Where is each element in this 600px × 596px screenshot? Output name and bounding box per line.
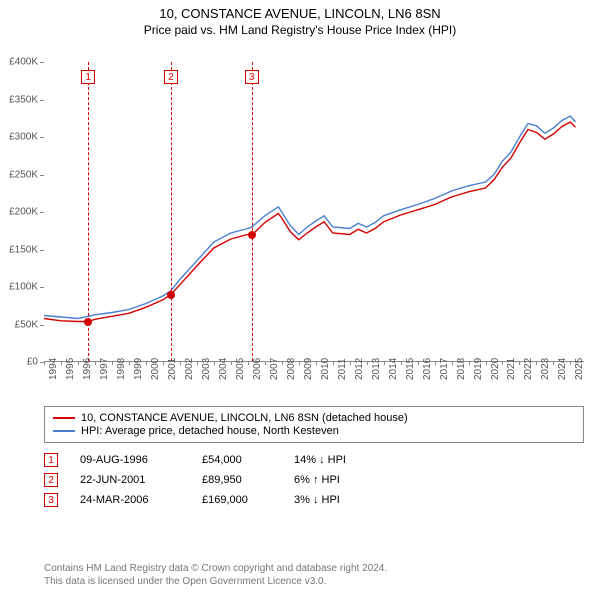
y-tick-label: £400K: [9, 57, 38, 68]
y-tick-label: £150K: [9, 244, 38, 255]
x-tick-label: 2021: [506, 358, 517, 380]
footer-line: This data is licensed under the Open Gov…: [44, 575, 387, 588]
x-tick-label: 2020: [490, 358, 501, 380]
x-tick-label: 2008: [286, 358, 297, 380]
event-row: 2 22-JUN-2001 £89,950 6% ↑ HPI: [44, 473, 584, 487]
x-tick-label: 2007: [269, 358, 280, 380]
x-tick-label: 1998: [116, 358, 127, 380]
legend-box: 10, CONSTANCE AVENUE, LINCOLN, LN6 8SN (…: [44, 406, 584, 443]
footer: Contains HM Land Registry data © Crown c…: [44, 562, 387, 588]
x-tick-label: 2006: [252, 358, 263, 380]
x-tick-label: 1999: [133, 358, 144, 380]
x-tick-label: 2004: [218, 358, 229, 380]
event-vline: [171, 62, 172, 361]
x-tick-label: 2022: [523, 358, 534, 380]
plot-lines: [44, 62, 584, 362]
x-tick-label: 2025: [574, 358, 585, 380]
x-tick-label: 2019: [473, 358, 484, 380]
event-row: 1 09-AUG-1996 £54,000 14% ↓ HPI: [44, 453, 584, 467]
event-date: 22-JUN-2001: [80, 474, 180, 486]
y-tick-label: £100K: [9, 282, 38, 293]
event-delta: 14% ↓ HPI: [294, 454, 384, 466]
series-line-property: [44, 122, 576, 322]
x-tick-label: 2024: [557, 358, 568, 380]
y-tick-label: £350K: [9, 94, 38, 105]
x-tick-label: 2023: [540, 358, 551, 380]
x-tick-label: 2013: [371, 358, 382, 380]
event-dot: [248, 231, 256, 239]
x-tick-label: 2000: [150, 358, 161, 380]
x-tick-label: 2010: [320, 358, 331, 380]
chart-subtitle: Price paid vs. HM Land Registry's House …: [0, 23, 600, 37]
legend-label: HPI: Average price, detached house, Nort…: [81, 425, 339, 437]
x-tick-label: 2017: [439, 358, 450, 380]
event-vline: [88, 62, 89, 361]
event-marker-box: 2: [164, 70, 178, 84]
legend-swatch: [53, 417, 75, 419]
chart-area: 123 £0£50K£100K£150K£200K£250K£300K£350K…: [44, 54, 584, 404]
footer-line: Contains HM Land Registry data © Crown c…: [44, 562, 387, 575]
event-delta: 3% ↓ HPI: [294, 494, 384, 506]
event-marker-box: 3: [245, 70, 259, 84]
legend-swatch: [53, 430, 75, 432]
x-tick-label: 2018: [456, 358, 467, 380]
legend-item-property: 10, CONSTANCE AVENUE, LINCOLN, LN6 8SN (…: [53, 412, 575, 424]
x-tick-label: 2014: [388, 358, 399, 380]
event-vline: [252, 62, 253, 361]
event-price: £89,950: [202, 474, 272, 486]
event-date: 09-AUG-1996: [80, 454, 180, 466]
event-delta: 6% ↑ HPI: [294, 474, 384, 486]
x-tick-label: 2015: [405, 358, 416, 380]
x-tick-label: 1997: [99, 358, 110, 380]
x-tick-label: 2005: [235, 358, 246, 380]
event-row: 3 24-MAR-2006 £169,000 3% ↓ HPI: [44, 493, 584, 507]
event-dot: [167, 291, 175, 299]
x-tick-label: 2016: [422, 358, 433, 380]
series-line-hpi: [44, 116, 576, 319]
y-tick-label: £50K: [15, 319, 38, 330]
event-number: 2: [44, 473, 58, 487]
y-tick-label: £200K: [9, 207, 38, 218]
event-price: £169,000: [202, 494, 272, 506]
x-tick-label: 2002: [184, 358, 195, 380]
events-table: 1 09-AUG-1996 £54,000 14% ↓ HPI 2 22-JUN-2001…: [44, 453, 584, 507]
y-tick-label: £0: [27, 357, 38, 368]
x-tick-label: 1995: [65, 358, 76, 380]
x-tick-label: 2003: [201, 358, 212, 380]
event-marker-box: 1: [81, 70, 95, 84]
legend-label: 10, CONSTANCE AVENUE, LINCOLN, LN6 8SN (…: [81, 412, 408, 424]
x-tick-label: 1994: [48, 358, 59, 380]
event-date: 24-MAR-2006: [80, 494, 180, 506]
plot-area: 1 2 3: [44, 62, 584, 362]
event-dot: [84, 318, 92, 326]
x-tick-label: 2001: [167, 358, 178, 380]
event-price: £54,000: [202, 454, 272, 466]
x-tick-label: 1996: [82, 358, 93, 380]
y-tick-label: £250K: [9, 169, 38, 180]
chart-title: 10, CONSTANCE AVENUE, LINCOLN, LN6 8SN: [0, 6, 600, 21]
x-tick-label: 2011: [337, 358, 348, 380]
legend-and-events: 10, CONSTANCE AVENUE, LINCOLN, LN6 8SN (…: [44, 406, 584, 513]
legend-item-hpi: HPI: Average price, detached house, Nort…: [53, 425, 575, 437]
event-number: 3: [44, 493, 58, 507]
x-tick-label: 2012: [354, 358, 365, 380]
event-number: 1: [44, 453, 58, 467]
y-tick-label: £300K: [9, 132, 38, 143]
x-tick-label: 2009: [303, 358, 314, 380]
